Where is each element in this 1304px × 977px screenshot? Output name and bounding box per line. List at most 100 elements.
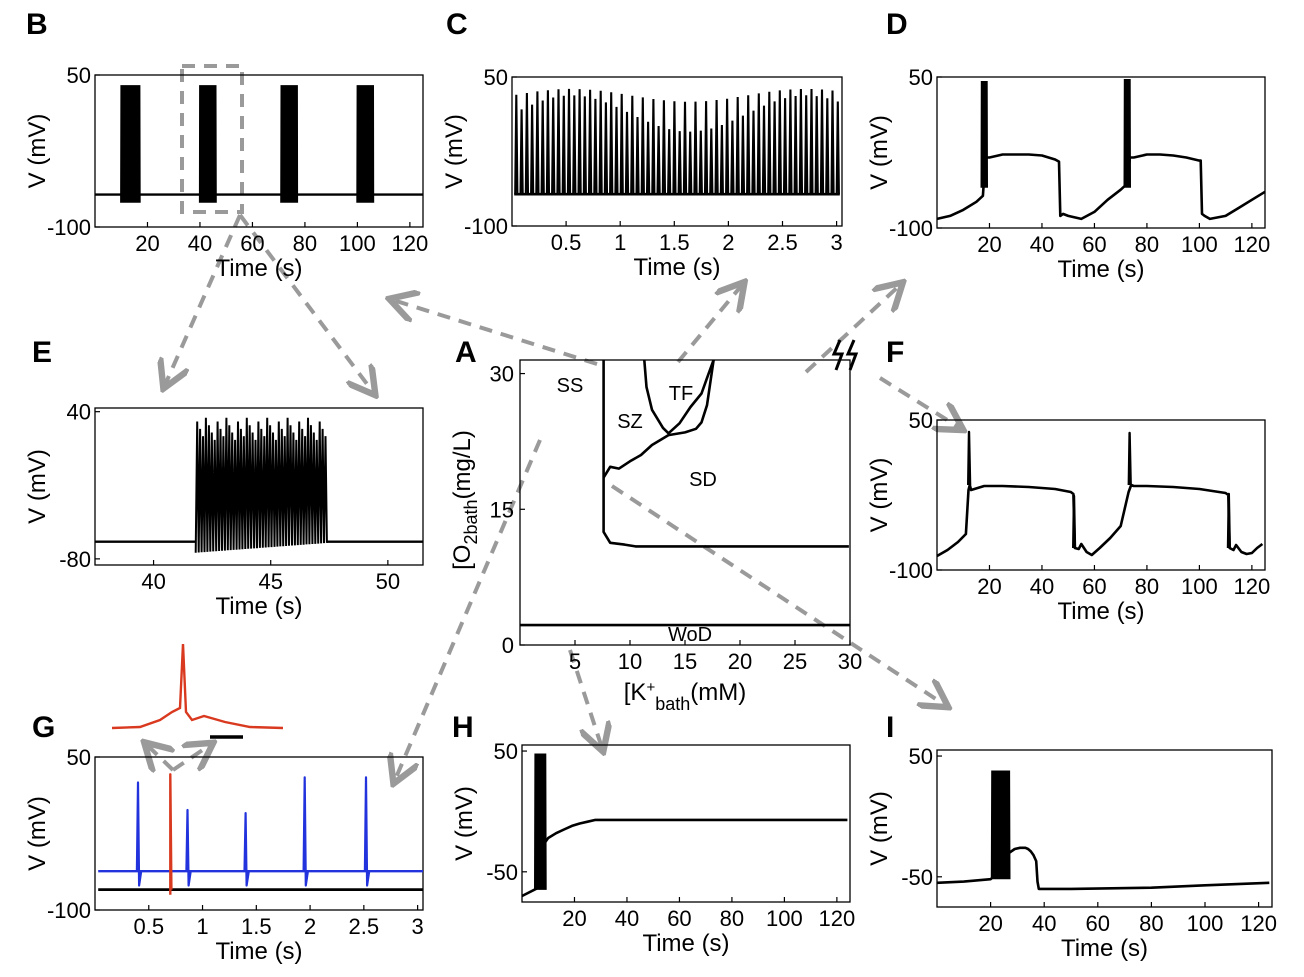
x-tick-label: 2 [304, 914, 316, 939]
y-tick-label: 30 [490, 362, 514, 387]
y-axis-label: V (mV) [866, 115, 893, 190]
x-tick-label: 100 [339, 231, 376, 256]
region-label: SD [689, 469, 717, 491]
spike-burst [194, 417, 328, 553]
axes-frame [94, 756, 424, 911]
spike-burst [198, 85, 217, 203]
x-axis-label: [K+bath(mM) [624, 679, 746, 714]
membrane-trace [521, 818, 848, 898]
panel-label: H [452, 711, 474, 744]
y-tick-label: 40 [67, 400, 91, 425]
x-tick-label: 40 [1030, 574, 1054, 599]
panel-E: 40 45 50 40 -80 E Time (s) V (mV) [24, 336, 424, 620]
x-tick-label: 2 [722, 230, 734, 255]
x-axis-label-part: [K [624, 679, 647, 706]
x-tick-label: 120 [1240, 911, 1277, 936]
region-boundary [602, 359, 715, 479]
y-tick-label: 50 [484, 65, 508, 90]
y-tick-label: -100 [47, 215, 91, 240]
y-axis-label: V (mV) [24, 449, 51, 524]
y-axis-label: V (mV) [866, 458, 893, 533]
panel-label: E [32, 336, 52, 369]
x-axis-label-part: bath [655, 694, 690, 714]
x-axis-label: Time (s) [215, 593, 302, 620]
x-tick-label: 45 [258, 569, 282, 594]
spike-burst [990, 770, 1011, 880]
y-axis-label: V (mV) [451, 786, 478, 861]
y-tick-label: -100 [889, 216, 933, 241]
connector-arrow [147, 745, 173, 770]
x-axis-label: Time (s) [215, 255, 302, 282]
y-tick-label: 15 [490, 497, 514, 522]
y-axis-label: V (mV) [866, 791, 893, 866]
red-spike [169, 773, 173, 895]
x-tick-label: 20 [562, 906, 586, 931]
x-tick-label: 80 [293, 231, 317, 256]
y-tick-label: 0 [502, 633, 514, 658]
panel-label: C [446, 8, 468, 41]
x-tick-label: 60 [667, 906, 691, 931]
panel-label: I [886, 711, 894, 744]
panel-A: 5 10 15 20 25 3001530ASSSZTFSDWoD[K+bath(mM)[… [449, 336, 862, 714]
x-tick-label: 120 [819, 906, 856, 931]
y-axis-label-part: (mg/L) [449, 430, 476, 499]
y-tick-label: 50 [67, 745, 91, 770]
x-tick-label: 100 [1181, 232, 1218, 257]
x-tick-label: 20 [977, 232, 1001, 257]
x-tick-label: 5 [569, 649, 581, 674]
spike-burst [280, 85, 299, 203]
x-tick-label: 1 [196, 914, 208, 939]
panel-F: 20 40 60 80 100 120 50 -100 F Time (s) V (mV) [866, 336, 1270, 625]
spike-burst [356, 85, 375, 203]
axes-frame [511, 76, 843, 227]
x-tick-label: 20 [977, 574, 1001, 599]
blue-spike [135, 781, 143, 887]
x-tick-label: 2.5 [349, 914, 380, 939]
x-tick-label: 60 [240, 231, 264, 256]
y-axis-label-part: bath [461, 499, 481, 534]
region-label: SZ [617, 411, 643, 433]
blue-spike [363, 776, 371, 887]
spike-burst [534, 753, 547, 890]
x-tick-label: 25 [783, 649, 807, 674]
blue-spike [243, 812, 250, 887]
panel-I: 20 40 60 80 100 120 50 -50 I Time (s) V (mV) [866, 711, 1277, 962]
axes-frame [94, 74, 424, 228]
panel-C: 0.5 1 1.5 2 2.5 3 50 -100 C Time (s) V (mV) [441, 8, 843, 281]
connector-arrow [610, 484, 945, 705]
y-tick-label: 50 [494, 739, 518, 764]
x-axis-label: Time (s) [215, 938, 302, 965]
panel-H: 20 40 60 80 100 120 50 -50 H Time (s) V (mV) [451, 711, 855, 957]
x-tick-label: 0.5 [551, 230, 582, 255]
y-tick-label: 50 [909, 65, 933, 90]
axes-frame [94, 407, 424, 566]
x-tick-label: 10 [618, 649, 642, 674]
connector-arrow [676, 285, 742, 364]
x-tick-label: 20 [728, 649, 752, 674]
y-tick-label: 50 [909, 744, 933, 769]
spike [1226, 492, 1231, 549]
panel-D: 20 40 60 80 100 120 50 -100 D Time (s) V (mV) [866, 8, 1270, 283]
x-tick-label: 20 [978, 911, 1002, 936]
region-label: WoD [668, 624, 712, 646]
spike [967, 430, 972, 486]
connector-arrow [238, 213, 373, 392]
connector-arrow [568, 649, 602, 748]
axes-frame [936, 76, 1266, 229]
region-label: SS [557, 375, 584, 397]
y-axis-label: [O2bath(mg/L) [449, 430, 481, 570]
region-boundary [643, 359, 715, 435]
x-tick-label: 60 [1082, 232, 1106, 257]
y-tick-label: -80 [59, 547, 91, 572]
x-tick-label: 40 [1030, 232, 1054, 257]
x-axis-label: Time (s) [1057, 256, 1144, 283]
blue-spike [302, 776, 309, 887]
y-axis-label: V (mV) [24, 796, 51, 871]
x-tick-label: 120 [392, 231, 429, 256]
axes-frame [936, 749, 1273, 908]
x-axis-label: Time (s) [1057, 598, 1144, 625]
connector-arrow [395, 439, 542, 780]
membrane-trace [936, 483, 1264, 558]
x-tick-label: 60 [1082, 574, 1106, 599]
x-tick-label: 2.5 [767, 230, 798, 255]
